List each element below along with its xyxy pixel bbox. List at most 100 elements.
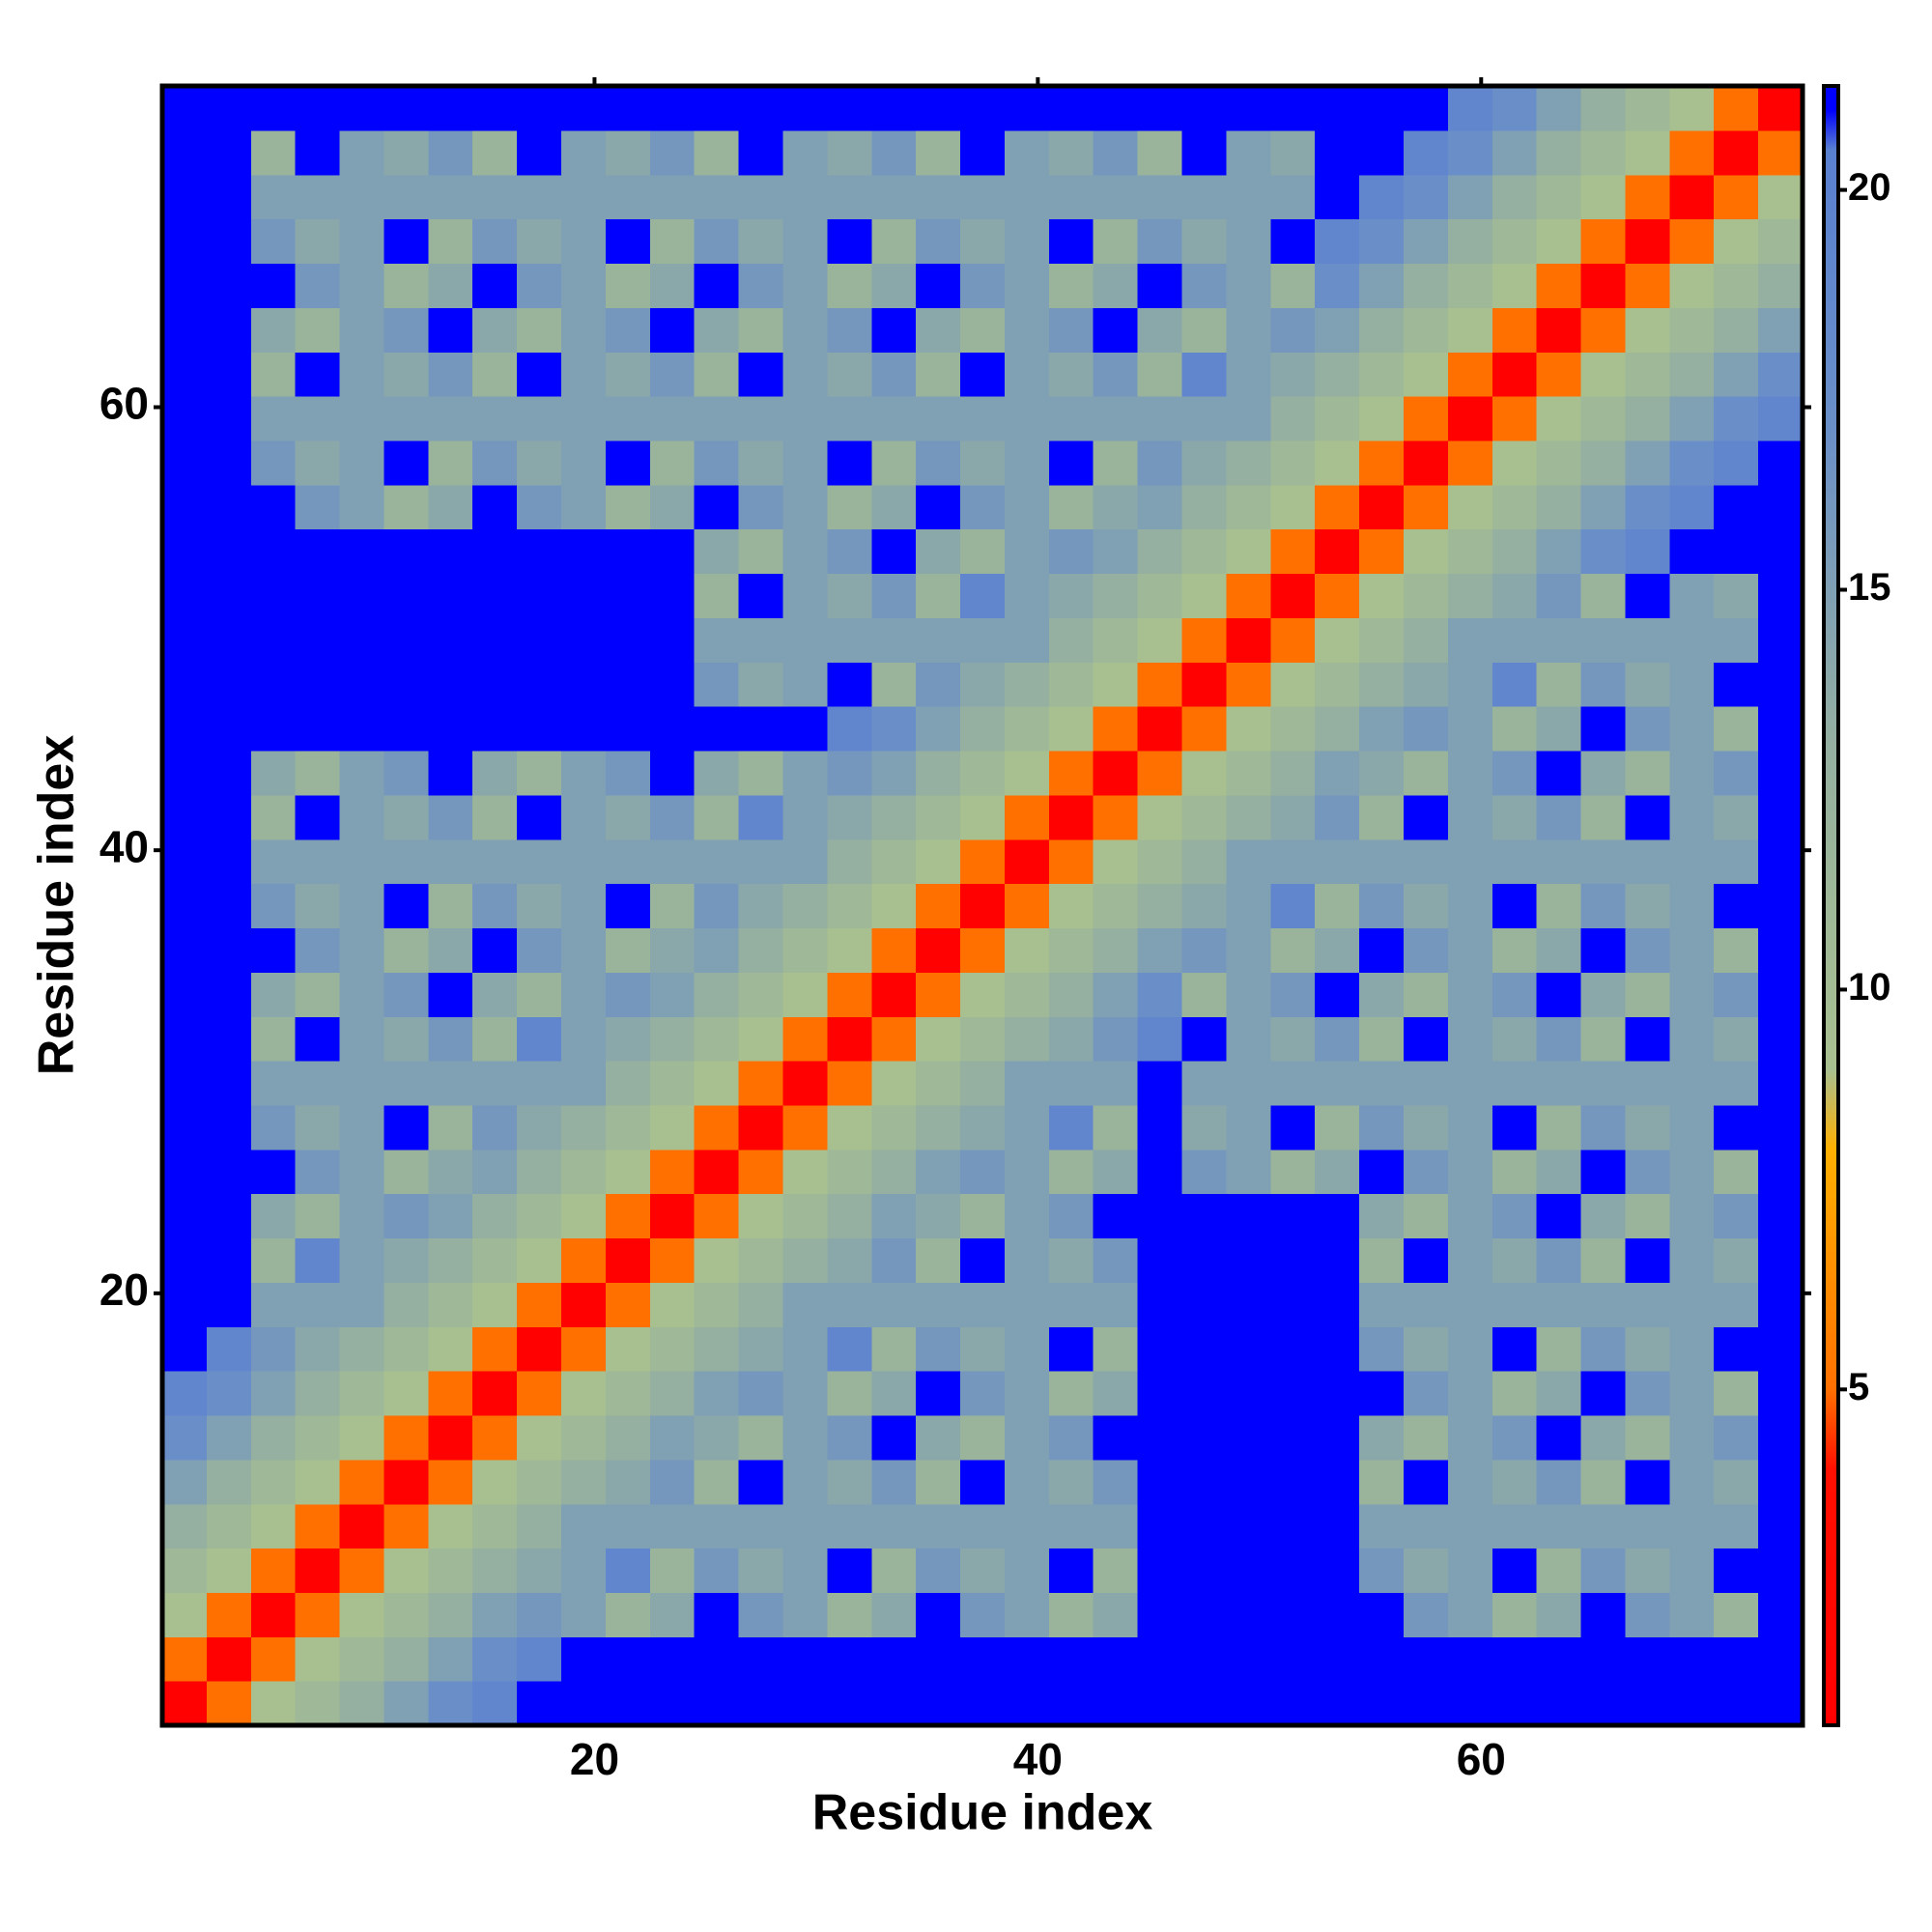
heatmap-cell bbox=[916, 396, 961, 441]
heatmap-cell bbox=[1048, 1636, 1094, 1682]
heatmap-cell bbox=[1315, 1459, 1360, 1505]
heatmap-cell bbox=[561, 1371, 607, 1416]
heatmap-cell bbox=[1359, 1326, 1405, 1372]
heatmap-cell bbox=[960, 1636, 1006, 1682]
heatmap-cell bbox=[1226, 750, 1271, 796]
heatmap-cell bbox=[1447, 1681, 1493, 1726]
heatmap-cell bbox=[827, 1503, 872, 1549]
heatmap-cell bbox=[1359, 750, 1405, 796]
heatmap-cell bbox=[1359, 1371, 1405, 1416]
heatmap-cell bbox=[1492, 1326, 1538, 1372]
heatmap-cell bbox=[339, 1681, 385, 1726]
heatmap-cell bbox=[782, 307, 828, 353]
heatmap-cell bbox=[1758, 263, 1804, 308]
heatmap-cell bbox=[1625, 750, 1670, 796]
heatmap-cell bbox=[1004, 927, 1050, 973]
heatmap-cell bbox=[1758, 1104, 1804, 1151]
heatmap-cell bbox=[206, 218, 252, 265]
heatmap-cell bbox=[916, 174, 961, 220]
heatmap-cell bbox=[1270, 972, 1316, 1017]
heatmap-cell bbox=[649, 1459, 696, 1505]
heatmap-cell bbox=[250, 1681, 297, 1726]
heatmap-cell bbox=[1270, 883, 1316, 929]
heatmap-cell bbox=[1758, 883, 1804, 929]
heatmap-cell bbox=[295, 352, 341, 397]
heatmap-cell bbox=[1403, 129, 1449, 176]
heatmap-cell bbox=[1226, 1149, 1271, 1195]
heatmap-cell bbox=[871, 1149, 917, 1195]
heatmap-cell bbox=[827, 129, 872, 176]
heatmap-cell bbox=[561, 1104, 607, 1151]
heatmap-cell bbox=[1093, 396, 1139, 441]
heatmap-cell bbox=[1447, 1636, 1493, 1682]
heatmap-cell bbox=[1004, 1061, 1050, 1106]
heatmap-cell bbox=[1536, 1326, 1582, 1372]
heatmap-cell bbox=[1714, 484, 1759, 530]
colorbar-tick-label: 10 bbox=[1848, 966, 1891, 1009]
heatmap-cell bbox=[1447, 794, 1493, 840]
heatmap-cell bbox=[1625, 1237, 1670, 1283]
heatmap-cell bbox=[871, 1503, 917, 1549]
heatmap-cell bbox=[1181, 1104, 1228, 1151]
heatmap-cell bbox=[1669, 1193, 1715, 1239]
heatmap-cell bbox=[1004, 1016, 1050, 1062]
heatmap-cell bbox=[1669, 838, 1715, 885]
heatmap-cell bbox=[1669, 706, 1715, 752]
heatmap-cell bbox=[206, 794, 252, 840]
heatmap-cell bbox=[871, 794, 917, 840]
heatmap-cell bbox=[162, 1548, 208, 1594]
heatmap-cell bbox=[472, 174, 518, 220]
heatmap-cell bbox=[1714, 129, 1759, 176]
heatmap-cell bbox=[1492, 1193, 1538, 1239]
heatmap-cell bbox=[1226, 352, 1271, 397]
heatmap-cell bbox=[1093, 883, 1139, 929]
heatmap-cell bbox=[1181, 1282, 1228, 1327]
heatmap-cell bbox=[1226, 307, 1271, 353]
heatmap-cell bbox=[1714, 440, 1759, 486]
heatmap-cell bbox=[1137, 1193, 1183, 1239]
heatmap-cell bbox=[1226, 1282, 1271, 1327]
heatmap-cell bbox=[1359, 1061, 1405, 1106]
heatmap-cell bbox=[1536, 1636, 1582, 1682]
heatmap-cell bbox=[1359, 1193, 1405, 1239]
heatmap-cell bbox=[1004, 838, 1050, 885]
heatmap-cell bbox=[517, 750, 562, 796]
heatmap-cell bbox=[1447, 1503, 1493, 1549]
heatmap-cell bbox=[1669, 1548, 1715, 1594]
heatmap-cell bbox=[1137, 1503, 1183, 1549]
heatmap-cell bbox=[960, 617, 1006, 663]
heatmap-cell bbox=[1226, 440, 1271, 486]
heatmap-cell bbox=[649, 1548, 696, 1594]
heatmap-cell bbox=[1403, 794, 1449, 840]
heatmap-cell bbox=[1181, 1636, 1228, 1682]
heatmap-cell bbox=[916, 573, 961, 618]
heatmap-cell bbox=[339, 1193, 385, 1239]
heatmap-cell bbox=[1093, 1016, 1139, 1062]
heatmap-cell bbox=[1403, 218, 1449, 265]
heatmap-cell bbox=[1492, 352, 1538, 397]
heatmap-cell bbox=[1625, 794, 1670, 840]
heatmap-cell bbox=[1226, 1548, 1271, 1594]
heatmap-cell bbox=[738, 794, 784, 840]
heatmap-cell bbox=[295, 662, 341, 707]
heatmap-cell bbox=[1137, 1149, 1183, 1195]
colorbar bbox=[1822, 84, 1840, 1727]
heatmap-cell bbox=[1580, 662, 1627, 707]
heatmap-cell bbox=[339, 1104, 385, 1151]
heatmap-cell bbox=[605, 1681, 651, 1726]
heatmap-cell bbox=[1093, 1061, 1139, 1106]
heatmap-cell bbox=[384, 484, 429, 530]
heatmap-cell bbox=[428, 1548, 473, 1594]
heatmap-cell bbox=[517, 662, 562, 707]
heatmap-cell bbox=[1536, 1459, 1582, 1505]
heatmap-cell bbox=[916, 838, 961, 885]
heatmap-cell bbox=[1048, 1459, 1094, 1505]
heatmap-cell bbox=[1093, 484, 1139, 530]
heatmap-cell bbox=[517, 129, 562, 176]
heatmap-cell bbox=[472, 1503, 518, 1549]
heatmap-cell bbox=[472, 750, 518, 796]
heatmap-cell bbox=[1048, 662, 1094, 707]
heatmap-cell bbox=[916, 1592, 961, 1637]
heatmap-cell bbox=[649, 838, 696, 885]
heatmap-cell bbox=[1270, 1548, 1316, 1594]
